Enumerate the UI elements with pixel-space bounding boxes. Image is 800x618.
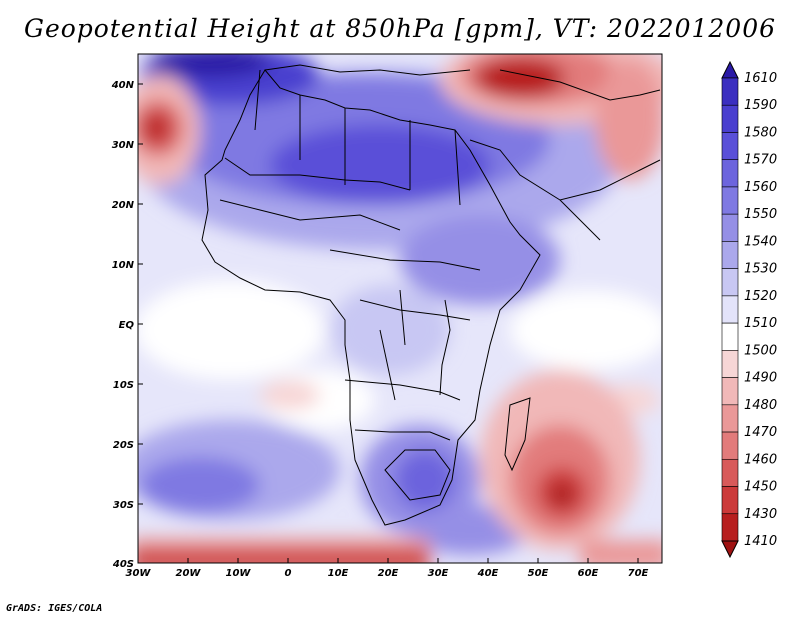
lat-label-20s: 20S — [113, 440, 134, 451]
lat-label-eq: EQ — [119, 320, 135, 331]
colorbar-label: 1570 — [744, 153, 777, 168]
footer-credit: GrADS: IGES/COLA — [6, 603, 103, 614]
colorbar-segment — [721, 186, 739, 215]
colorbar-label: 1560 — [744, 180, 777, 195]
colorbar-label: 1490 — [744, 371, 777, 386]
lat-label-10n: 10N — [112, 260, 135, 271]
lat-label-40n: 40N — [111, 80, 135, 91]
colorbar-segment — [721, 350, 739, 378]
colorbar-label: 1430 — [744, 507, 777, 522]
lon-label-10w: 10W — [226, 568, 252, 579]
colorbar-segment — [721, 486, 739, 515]
colorbar-segment — [721, 104, 739, 133]
colorbar-segment — [721, 213, 739, 242]
colorbar-segment — [721, 513, 739, 542]
lat-label-30s: 30S — [113, 500, 134, 511]
tick-marks — [137, 83, 639, 563]
longitude-labels: 30W 20W 10W 0 10E 20E 30E 40E 50E 60E 70… — [126, 568, 649, 579]
latitude-labels: 40N 30N 20N 10N EQ 10S 20S 30S 40S — [111, 80, 135, 570]
lon-label-30e: 30E — [428, 568, 449, 579]
colorbar-label: 1590 — [744, 98, 777, 113]
lon-label-10e: 10E — [328, 568, 349, 579]
lon-label-70e: 70E — [628, 568, 649, 579]
lon-label-20w: 20W — [176, 568, 202, 579]
colorbar-segment — [721, 77, 739, 106]
lat-label-20n: 20N — [112, 200, 135, 211]
colorbar-label: 1580 — [744, 125, 777, 140]
colorbar-segment — [721, 322, 739, 351]
colorbar-segment — [721, 241, 739, 269]
colorbar-label: 1410 — [744, 534, 777, 549]
colorbar-label: 1510 — [744, 316, 777, 331]
colorbar-label: 1470 — [744, 425, 777, 440]
colorbar-label: 1450 — [744, 480, 777, 495]
colorbar-label: 1460 — [744, 452, 777, 467]
colorbar-segment — [721, 132, 739, 161]
colorbar-top-arrow — [721, 60, 739, 79]
colorbar-segment — [721, 295, 739, 324]
lat-label-40s: 40S — [112, 559, 134, 570]
lat-label-10s: 10S — [113, 380, 134, 391]
colorbar-segment — [721, 458, 739, 487]
colorbar-label: 1550 — [744, 207, 777, 222]
colorbar-segment — [721, 268, 739, 297]
colorbar-label: 1520 — [744, 289, 777, 304]
lon-label-40e: 40E — [477, 568, 499, 579]
colorbar-label: 1610 — [744, 71, 777, 86]
colorbar-label: 1530 — [744, 262, 777, 277]
map-frame — [137, 53, 663, 564]
lon-label-30w: 30W — [126, 568, 152, 579]
lon-label-60e: 60E — [578, 568, 599, 579]
lat-label-30n: 30N — [112, 140, 135, 151]
colorbar-segment — [721, 377, 739, 406]
colorbar-label: 1480 — [744, 398, 777, 413]
lon-label-20e: 20E — [378, 568, 399, 579]
colorbar-label: 1540 — [744, 234, 777, 249]
map-title: Geopotential Height at 850hPa [gpm], VT:… — [23, 14, 777, 43]
colorbar-segment — [721, 404, 739, 433]
height-field — [138, 54, 662, 563]
colorbar-bottom-arrow — [721, 540, 739, 559]
colorbar-segment — [721, 431, 739, 460]
colorbar-segment — [721, 159, 739, 188]
lon-label-0: 0 — [285, 568, 292, 579]
colorbar: 1610 1590 1580 1570 1560 1550 1540 1530 1520 1510… — [721, 60, 777, 559]
colorbar-label: 1500 — [744, 343, 777, 358]
coastlines — [201, 64, 661, 526]
lon-label-50e: 50E — [528, 568, 549, 579]
